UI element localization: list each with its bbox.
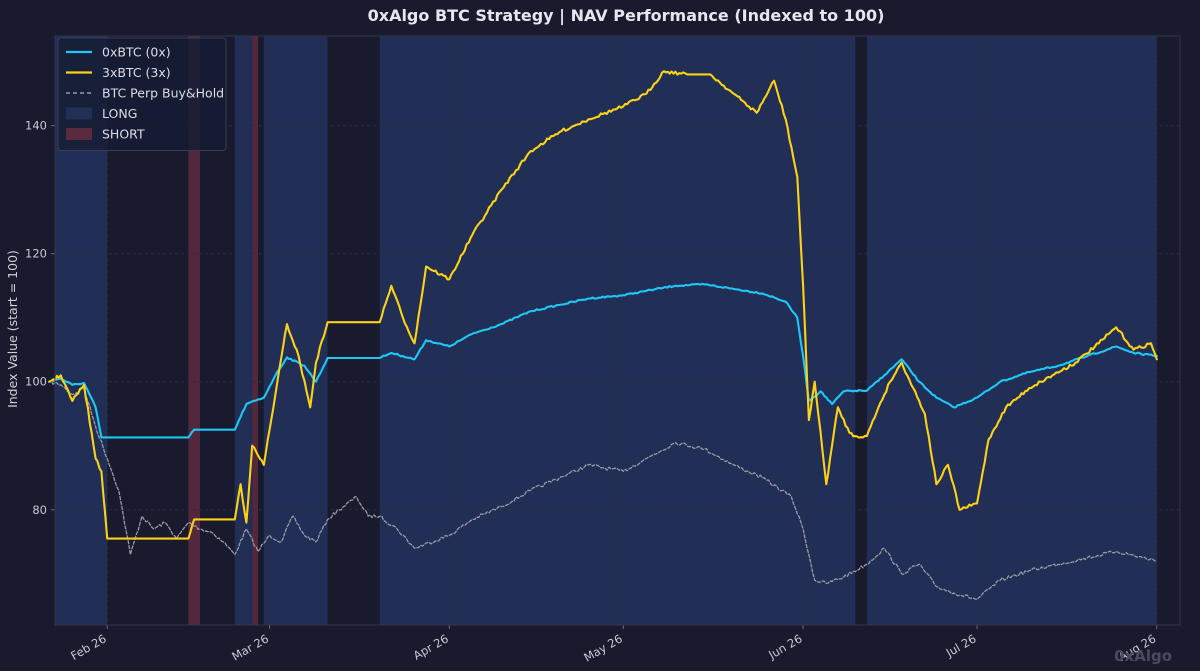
legend-swatch bbox=[66, 107, 92, 120]
short-region bbox=[252, 36, 258, 625]
long-region bbox=[263, 36, 328, 625]
legend-label: BTC Perp Buy&Hold bbox=[102, 86, 224, 101]
y-axis-label: Index Value (start = 100) bbox=[5, 250, 20, 408]
y-tick-label: 120 bbox=[25, 247, 47, 261]
short-region bbox=[188, 36, 200, 625]
legend-label: 0xBTC (0x) bbox=[102, 45, 171, 60]
series-lines bbox=[48, 70, 1158, 601]
legend-label: SHORT bbox=[102, 127, 145, 142]
legend: 0xBTC (0x) 3xBTC (3x) BTC Perp Buy&Hold LON… bbox=[57, 37, 227, 151]
x-tick-label: Feb 26 bbox=[68, 631, 108, 662]
series-line-1 bbox=[48, 70, 1158, 540]
x-tick-label: May 26 bbox=[581, 631, 624, 664]
long-region bbox=[234, 36, 253, 625]
series-line-0 bbox=[48, 282, 1158, 439]
x-tick-label: Jul 26 bbox=[943, 631, 979, 660]
x-tick-label: Jun 26 bbox=[765, 631, 804, 662]
x-tick-label: Mar 26 bbox=[229, 631, 271, 663]
long-region bbox=[379, 36, 856, 625]
chart-title: 0xAlgo BTC Strategy | NAV Performance (I… bbox=[368, 6, 885, 26]
legend-box bbox=[57, 37, 227, 151]
legend-label: LONG bbox=[102, 106, 137, 121]
x-tick-label: Apr 26 bbox=[411, 631, 451, 662]
watermark: 0xAlgo bbox=[1114, 647, 1172, 665]
legend-swatch bbox=[66, 128, 92, 140]
axes: 80 100 120 140 Feb 26 Mar 26 Apr 26 May 26 Jun 2… bbox=[25, 35, 1181, 665]
series-line-2 bbox=[48, 379, 1158, 601]
legend-label: 3xBTC (3x) bbox=[102, 65, 171, 80]
y-tick-label: 100 bbox=[25, 375, 47, 389]
plot-frame bbox=[54, 35, 1181, 626]
y-tick-label: 140 bbox=[25, 119, 47, 133]
y-tick-label: 80 bbox=[32, 503, 47, 517]
long-region bbox=[866, 36, 1157, 625]
